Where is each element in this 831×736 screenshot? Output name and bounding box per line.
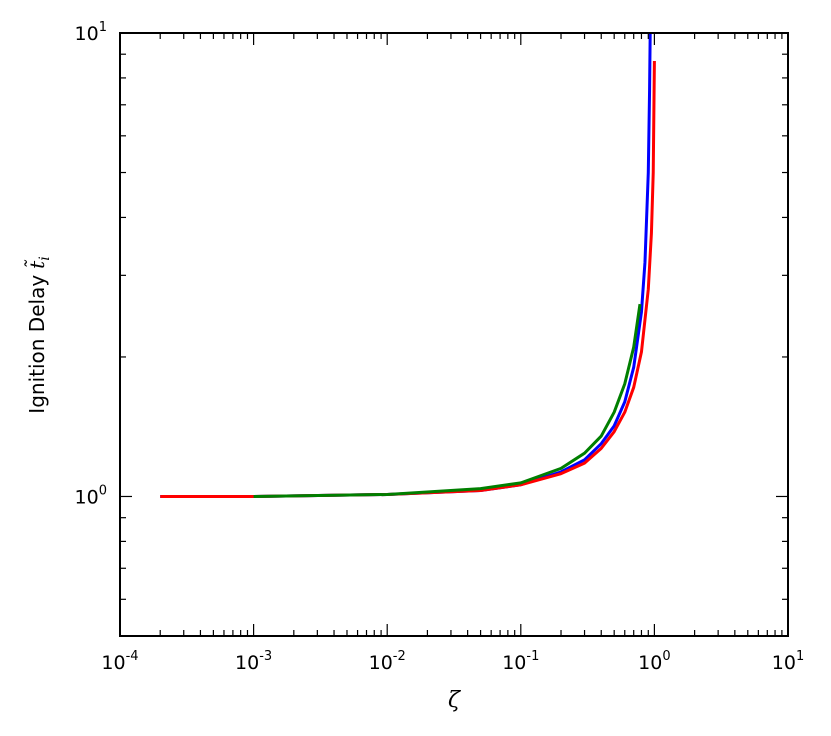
y-axis-label-symbol: t̃	[23, 259, 49, 269]
plot-frame	[119, 32, 789, 637]
y-axis-label-subscript: i	[37, 256, 53, 260]
plot-area	[120, 33, 788, 636]
x-tick-label: 101	[772, 649, 804, 674]
x-tick-label: 10-3	[235, 649, 272, 674]
x-axis-label: ζ	[448, 688, 462, 713]
x-tick-label: 100	[638, 649, 670, 674]
x-tick-label: 10-2	[369, 649, 406, 674]
y-axis-label: Ignition Delay t̃i	[23, 256, 53, 413]
series-layer	[160, 33, 656, 498]
x-tick-label: 10-4	[101, 649, 138, 674]
y-axis-label-text: Ignition Delay	[25, 275, 49, 414]
y-tick-label: 100	[75, 483, 107, 508]
y-tick-label: 101	[75, 20, 107, 45]
x-tick-label: 10-1	[502, 649, 539, 674]
tick-labels: 10-4 10-3 10-2 10-1 100 101 100 101	[75, 20, 805, 674]
series-line-3	[253, 303, 642, 498]
